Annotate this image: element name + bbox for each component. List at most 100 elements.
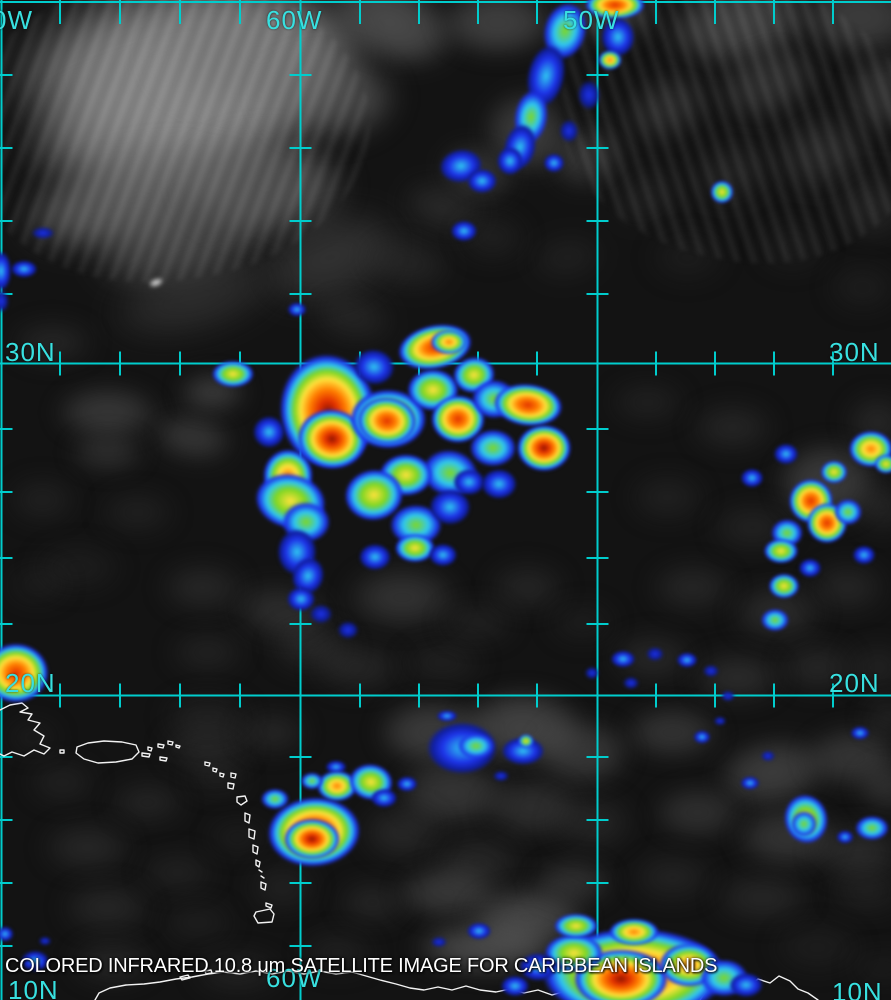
convective-cell: [211, 360, 255, 388]
convective-cell: [492, 770, 510, 782]
lat-label-20n-left: 20N: [5, 668, 56, 698]
lon-label-70w-top: 0W: [0, 5, 33, 35]
convective-cell: [518, 734, 534, 748]
cloud-blob: [475, 555, 580, 620]
cloud-blob: [785, 715, 891, 800]
convective-cell: [710, 180, 734, 204]
cloud-blob: [535, 595, 630, 650]
cloud-blob: [815, 865, 891, 920]
cloud-blob: [225, 705, 320, 760]
cloud-blob: [145, 895, 250, 950]
cloud-blob: [465, 765, 600, 850]
lon-label-50w-top: 50W: [563, 5, 620, 35]
convective-cell: [720, 690, 736, 702]
cloud-blob: [285, 925, 390, 980]
cloud-blob: [145, 555, 260, 620]
cloud-blob: [695, 865, 830, 930]
convective-cell: [836, 830, 854, 844]
caption-block: COLORED INFRARED 10.8 μm SATELLITE IMAGE…: [5, 908, 717, 1000]
convective-cell: [543, 153, 565, 173]
convective-cell: [790, 810, 818, 838]
cloud-blob: [0, 470, 90, 530]
convective-cell: [584, 0, 646, 20]
convective-cell: [10, 260, 38, 278]
lon-label-60w-bottom: 60W: [266, 963, 323, 993]
convective-cell: [0, 926, 14, 942]
convective-cell: [833, 498, 863, 526]
convective-cell: [760, 750, 776, 762]
cloud-blob: [615, 465, 720, 530]
convective-cell: [874, 454, 891, 474]
convective-cell: [598, 50, 622, 70]
convective-cell: [854, 815, 890, 841]
cloud-blob: [45, 875, 170, 940]
cloud-blob: [85, 485, 190, 540]
convective-cell: [252, 415, 286, 449]
cloud-blob: [425, 595, 530, 650]
cloud-blob: [745, 215, 840, 280]
convective-cell: [489, 379, 567, 431]
cloud-blob: [535, 785, 650, 860]
convective-cell: [456, 732, 496, 760]
convective-cell: [760, 608, 790, 632]
cloud-blob: [145, 715, 270, 780]
convective-cell: [428, 543, 458, 567]
cloud-blob: [155, 625, 260, 680]
cloud-blob: [55, 935, 170, 990]
cloud-blob: [615, 845, 730, 910]
convective-cell: [38, 936, 52, 946]
convective-cell: [728, 972, 764, 998]
convective-cell: [740, 776, 760, 790]
convective-cell: [768, 573, 800, 599]
convective-cell: [300, 772, 324, 790]
convective-cell: [450, 220, 478, 242]
convective-cell: [0, 288, 10, 314]
convective-cell: [260, 788, 290, 810]
lat-label-10n-left: 10N: [8, 975, 59, 1000]
cloud-blob: [175, 755, 260, 800]
cloud-blob: [595, 375, 700, 430]
convective-cell: [645, 646, 665, 662]
cloud-blob: [325, 875, 420, 930]
convective-cell: [500, 975, 530, 997]
convective-cell: [516, 424, 572, 472]
cloud-blob: [95, 775, 200, 830]
lat-label-20n-right: 20N: [829, 668, 880, 698]
convective-cell: [466, 168, 498, 194]
cloud-blob: [635, 225, 740, 290]
convective-cell: [480, 468, 518, 500]
cloud-blob: [815, 255, 891, 320]
convective-cell: [430, 936, 448, 948]
convective-cell: [773, 443, 799, 465]
grid-tick-marks: [0, 0, 834, 947]
lat-label-30n-left: 30N: [5, 337, 56, 367]
cloud-blob: [15, 755, 110, 810]
convective-cell: [370, 788, 398, 808]
convective-cell: [713, 716, 727, 726]
convective-cell: [820, 460, 848, 484]
convective-cell: [852, 545, 876, 565]
lon-label-60w-top: 60W: [266, 5, 323, 35]
convective-cell: [763, 538, 799, 564]
convective-cell: [358, 543, 392, 571]
convective-cell: [584, 666, 600, 680]
convective-cell: [430, 329, 468, 355]
cloud-blob: [515, 850, 630, 915]
convective-cell: [396, 776, 418, 792]
convective-cell: [676, 652, 698, 668]
convective-cell: [622, 676, 640, 690]
convective-cell: [0, 250, 12, 292]
convective-cell: [336, 620, 360, 640]
cloud-blob: [0, 315, 110, 370]
convective-cell: [466, 922, 492, 940]
cloud-blob: [125, 845, 230, 900]
convective-cell: [850, 726, 870, 740]
convective-cell: [20, 950, 50, 972]
lat-label-10n-right: 10N: [832, 977, 883, 1000]
convective-cell: [558, 118, 580, 144]
convective-cell: [740, 468, 764, 488]
cloud-blob: [15, 535, 140, 600]
convective-cell: [608, 918, 660, 946]
